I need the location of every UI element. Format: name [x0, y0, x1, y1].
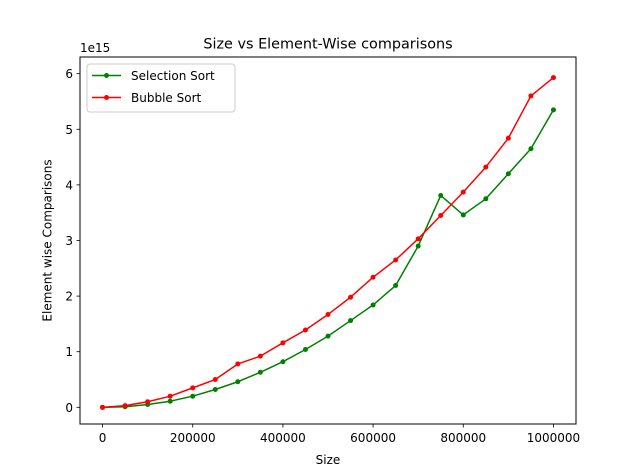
plot-area: 0 200000 400000 600000 800000 1000000 0 1 2 3 4 5 6	[65, 56, 580, 445]
data-point-selection-sort	[393, 283, 399, 289]
data-point-selection-sort	[167, 398, 173, 404]
y-tick-label: 3	[65, 234, 73, 248]
data-point-selection-sort	[348, 318, 354, 324]
data-point-selection-sort	[212, 387, 218, 393]
legend-item-bubble-sort: Bubble Sort	[92, 91, 201, 105]
data-point-bubble-sort	[302, 327, 308, 333]
y-tick-label: 6	[65, 67, 73, 81]
x-tick-label: 800000	[440, 431, 486, 445]
data-point-bubble-sort	[438, 212, 444, 218]
legend-label-selection-sort: Selection Sort	[131, 69, 215, 83]
legend-label-bubble-sort: Bubble Sort	[131, 91, 201, 105]
data-point-bubble-sort	[528, 93, 534, 99]
data-point-bubble-sort	[415, 236, 421, 242]
data-point-selection-sort	[505, 171, 511, 177]
data-point-bubble-sort	[370, 274, 376, 280]
data-point-bubble-sort	[460, 189, 466, 195]
y-tick-label: 5	[65, 123, 73, 137]
y-tick-label: 0	[65, 401, 73, 415]
data-point-bubble-sort	[280, 340, 286, 346]
y-tick-label: 2	[65, 290, 73, 304]
legend-item-selection-sort: Selection Sort	[92, 69, 215, 83]
data-point-selection-sort	[257, 369, 263, 375]
data-point-bubble-sort	[167, 393, 173, 399]
legend-marker-selection-sort	[104, 73, 109, 78]
data-point-bubble-sort	[212, 377, 218, 383]
data-point-selection-sort	[415, 243, 421, 249]
data-point-bubble-sort	[235, 361, 241, 367]
data-point-bubble-sort	[145, 399, 151, 405]
y-tick-label: 1	[65, 345, 73, 359]
data-point-selection-sort	[438, 192, 444, 198]
data-point-selection-sort	[235, 379, 241, 385]
data-point-selection-sort	[302, 346, 308, 352]
data-point-bubble-sort	[100, 404, 106, 410]
x-tick-label: 0	[99, 431, 107, 445]
data-point-bubble-sort	[393, 257, 399, 263]
legend-marker-bubble-sort	[104, 95, 109, 100]
chart-title: Size vs Element-Wise comparisons	[203, 37, 452, 53]
x-tick-label: 400000	[260, 431, 306, 445]
data-point-bubble-sort	[348, 294, 354, 300]
y-axis-label: Element wise Comparisons	[41, 159, 55, 321]
data-point-selection-sort	[483, 196, 489, 202]
legend-box	[86, 63, 236, 113]
data-point-bubble-sort	[483, 164, 489, 170]
data-point-selection-sort	[325, 333, 331, 339]
data-point-bubble-sort	[190, 385, 196, 391]
data-point-selection-sort	[550, 107, 556, 113]
data-point-selection-sort	[280, 359, 286, 365]
data-point-bubble-sort	[257, 353, 263, 359]
legend: Selection Sort Bubble Sort	[86, 63, 236, 113]
data-point-bubble-sort	[122, 403, 128, 409]
data-point-bubble-sort	[550, 75, 556, 81]
data-point-selection-sort	[528, 146, 534, 152]
y-axis-ticks: 0 1 2 3 4 5 6	[65, 67, 80, 415]
x-tick-label: 600000	[350, 431, 396, 445]
data-point-bubble-sort	[505, 135, 511, 141]
data-point-bubble-sort	[325, 311, 331, 317]
y-tick-label: 4	[65, 178, 73, 192]
x-axis-label: Size	[316, 453, 341, 467]
series-points	[100, 75, 556, 410]
data-point-selection-sort	[460, 212, 466, 218]
x-axis-ticks: 0 200000 400000 600000 800000 1000000	[99, 424, 580, 445]
data-point-selection-sort	[370, 302, 376, 308]
data-point-selection-sort	[190, 393, 196, 399]
x-tick-label: 200000	[170, 431, 216, 445]
y-axis-offset-label: 1e15	[80, 41, 110, 55]
x-tick-label: 1000000	[527, 431, 580, 445]
